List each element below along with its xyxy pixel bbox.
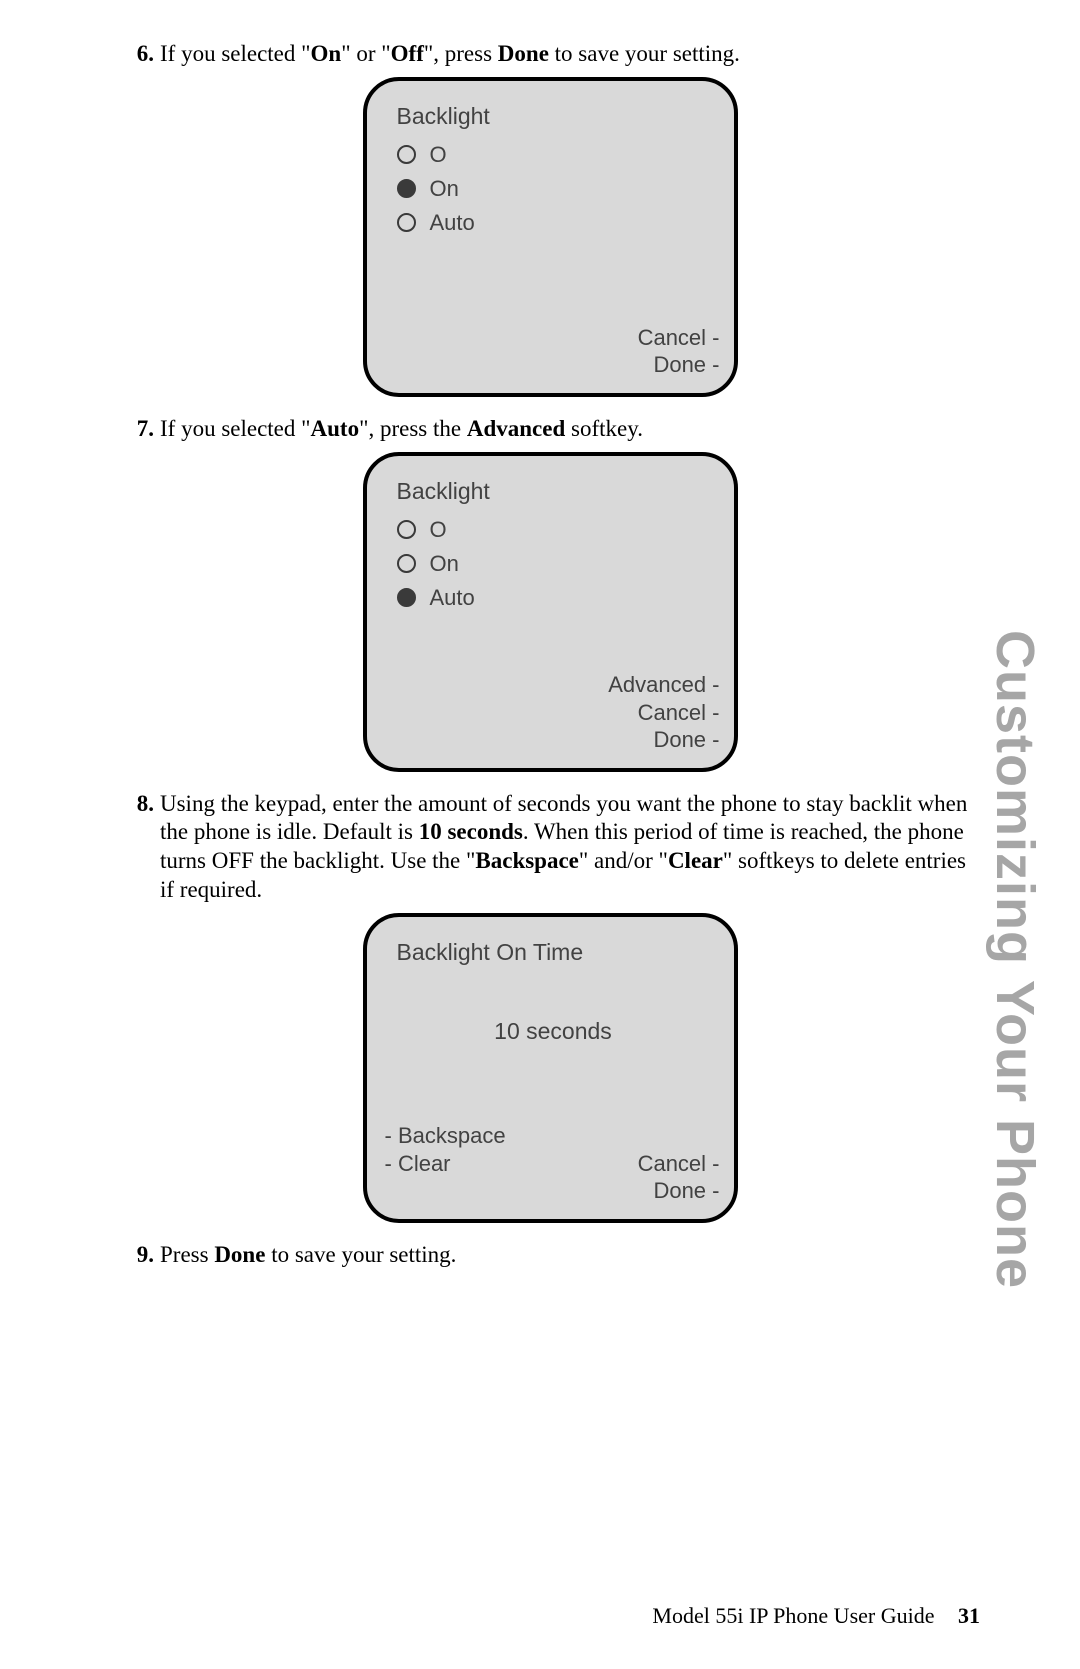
radio-icon <box>397 520 416 539</box>
step-8: 8. Using the keypad, enter the amount of… <box>120 790 980 905</box>
option-label: On <box>430 551 459 577</box>
phone-screen-backlight-auto: Backlight O On Auto Advanced - Cancel - … <box>363 452 738 772</box>
step-9: 9. Press Done to save your setting. <box>120 1241 980 1270</box>
phone-screen-backlight-on: Backlight O On Auto Cancel - Done - <box>363 77 738 397</box>
footer-page-number: 31 <box>958 1603 980 1628</box>
option-label: On <box>430 176 459 202</box>
screen-title: Backlight <box>397 478 716 505</box>
bold-auto: Auto <box>311 416 360 441</box>
screen2-wrap: Backlight O On Auto Advanced - Cancel - … <box>120 452 980 772</box>
radio-filled-icon <box>397 179 416 198</box>
option-auto[interactable]: Auto <box>397 585 716 611</box>
manual-page: 6. If you selected "On" or "Off", press … <box>0 0 1080 1669</box>
softkeys-right: Advanced - Cancel - Done - <box>608 671 719 754</box>
text: If you selected " <box>160 41 311 66</box>
bold-on: On <box>311 41 342 66</box>
step-6: 6. If you selected "On" or "Off", press … <box>120 40 980 69</box>
bold-done: Done <box>498 41 549 66</box>
option-label: O <box>430 142 447 168</box>
softkey-done[interactable]: Done - <box>638 351 720 379</box>
bold-backspace: Backspace <box>475 848 579 873</box>
text: If you selected " <box>160 416 311 441</box>
step-text: Press Done to save your setting. <box>160 1241 980 1270</box>
softkey-advanced[interactable]: Advanced - <box>608 671 719 699</box>
softkey-cancel[interactable]: Cancel - <box>638 324 720 352</box>
screen3-wrap: Backlight On Time 10 seconds - Backspace… <box>120 913 980 1223</box>
screen1-wrap: Backlight O On Auto Cancel - Done - <box>120 77 980 397</box>
option-o[interactable]: O <box>397 517 716 543</box>
step-text: If you selected "Auto", press the Advanc… <box>160 415 980 444</box>
softkey-cancel[interactable]: Cancel - <box>608 699 719 727</box>
step-number: 9. <box>120 1241 154 1270</box>
phone-screen-backlight-on-time: Backlight On Time 10 seconds - Backspace… <box>363 913 738 1223</box>
text: to save your setting. <box>549 41 740 66</box>
softkeys-left: - Backspace - Clear <box>385 1122 506 1205</box>
step-7: 7. If you selected "Auto", press the Adv… <box>120 415 980 444</box>
text: to save your setting. <box>265 1242 456 1267</box>
softkey-done[interactable]: Done - <box>608 726 719 754</box>
softkey-done[interactable]: Done - <box>638 1177 720 1205</box>
bold-done: Done <box>214 1242 265 1267</box>
option-label: O <box>430 517 447 543</box>
option-o[interactable]: O <box>397 142 716 168</box>
step-number: 6. <box>120 40 154 69</box>
text: ", press the <box>359 416 467 441</box>
radio-icon <box>397 145 416 164</box>
page-footer: Model 55i IP Phone User Guide 31 <box>652 1603 980 1629</box>
text: Press <box>160 1242 214 1267</box>
radio-filled-icon <box>397 588 416 607</box>
option-on[interactable]: On <box>397 551 716 577</box>
softkey-cancel[interactable]: Cancel - <box>638 1150 720 1178</box>
bold-advanced: Advanced <box>467 416 565 441</box>
text: ", press <box>424 41 498 66</box>
bold-off: Off <box>391 41 424 66</box>
text: " and/or " <box>579 848 668 873</box>
softkeys-right: Cancel - Done - <box>638 1150 720 1205</box>
step-text: If you selected "On" or "Off", press Don… <box>160 40 980 69</box>
step-number: 8. <box>120 790 154 905</box>
bold-clear: Clear <box>668 848 723 873</box>
bold-10-seconds: 10 seconds <box>419 819 523 844</box>
section-side-title: Customizing Your Phone <box>984 630 1046 1289</box>
footer-guide: Model 55i IP Phone User Guide <box>652 1603 934 1628</box>
softkeys-right: Cancel - Done - <box>638 324 720 379</box>
screen-title: Backlight On Time <box>397 939 716 966</box>
screen-title: Backlight <box>397 103 716 130</box>
softkey-clear[interactable]: - Clear <box>385 1150 506 1178</box>
softkey-backspace[interactable]: - Backspace <box>385 1122 506 1150</box>
step-number: 7. <box>120 415 154 444</box>
option-auto[interactable]: Auto <box>397 210 716 236</box>
text: softkey. <box>565 416 643 441</box>
backlight-time-value: 10 seconds <box>391 1018 716 1045</box>
radio-icon <box>397 213 416 232</box>
radio-icon <box>397 554 416 573</box>
option-label: Auto <box>430 210 475 236</box>
step-text: Using the keypad, enter the amount of se… <box>160 790 980 905</box>
text: " or " <box>341 41 390 66</box>
option-label: Auto <box>430 585 475 611</box>
option-on[interactable]: On <box>397 176 716 202</box>
